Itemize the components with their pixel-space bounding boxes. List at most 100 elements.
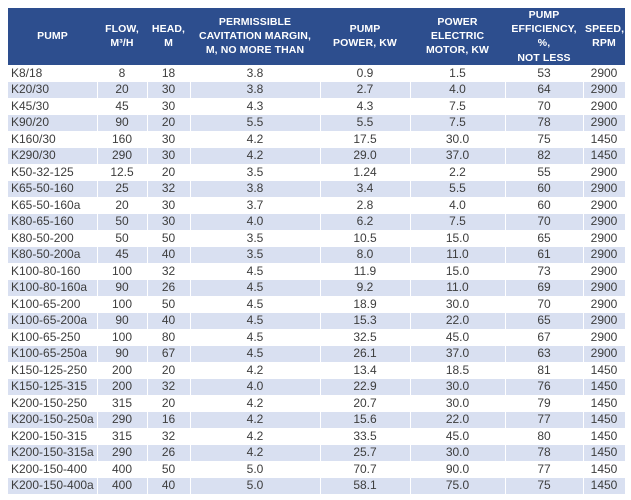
table-row: K65-50-160a 20 30 3.7 2.8 4.0 60 2900 [8,196,626,214]
table-cell: 32 [147,378,191,396]
pump-name-cell: K200-150-315 [8,427,98,445]
table-cell: 30 [147,196,191,214]
pump-name-cell: K8/18 [8,64,98,82]
table-cell: 4.2 [190,427,321,445]
table-cell: 1450 [583,477,626,494]
table-cell: 30.0 [410,394,506,412]
table-row: K160/30 160 30 4.2 17.5 30.0 75 1450 [8,130,626,148]
table-cell: 61 [505,246,584,264]
table-cell: 3.5 [190,163,321,181]
table-cell: 1450 [583,378,626,396]
table-row: K200-150-315 315 32 4.2 33.5 45.0 80 1450 [8,427,626,445]
table-row: K150-125-315 200 32 4.0 22.9 30.0 76 1450 [8,378,626,396]
table-cell: 2900 [583,295,626,313]
table-cell: 2900 [583,312,626,330]
table-cell: 45 [97,97,148,115]
table-cell: 37.0 [410,345,506,363]
table-row: K100-65-200a 90 40 4.5 15.3 22.0 65 2900 [8,312,626,330]
table-cell: 2900 [583,345,626,363]
table-cell: 16 [147,411,191,429]
table-row: K65-50-160 25 32 3.8 3.4 5.5 60 2900 [8,180,626,198]
table-cell: 75.0 [410,477,506,494]
table-cell: 11.0 [410,279,506,297]
table-cell: 17.5 [320,130,411,148]
table-cell: 4.0 [190,213,321,231]
table-cell: 90 [97,312,148,330]
table-cell: 4.2 [190,361,321,379]
table-cell: 5.0 [190,477,321,494]
table-cell: 26.1 [320,345,411,363]
table-row: K200-150-250 315 20 4.2 20.7 30.0 79 1450 [8,394,626,412]
table-cell: 18.5 [410,361,506,379]
table-cell: 45.0 [410,328,506,346]
table-cell: 1.24 [320,163,411,181]
table-cell: 13.4 [320,361,411,379]
table-cell: 15.0 [410,229,506,247]
table-cell: 400 [97,477,148,494]
table-cell: 25.7 [320,444,411,462]
table-row: K200-150-400a 400 40 5.0 58.1 75.0 75 1450 [8,477,626,494]
table-cell: 53 [505,64,584,82]
table-cell: 30.0 [410,378,506,396]
table-cell: 4.3 [190,97,321,115]
table-cell: 2900 [583,196,626,214]
table-cell: 6.2 [320,213,411,231]
table-cell: 4.2 [190,130,321,148]
table-cell: 32.5 [320,328,411,346]
table-cell: 4.5 [190,262,321,280]
pump-name-cell: K100-80-160a [8,279,98,297]
table-cell: 63 [505,345,584,363]
table-cell: 4.5 [190,345,321,363]
table-cell: 30 [147,213,191,231]
table-cell: 100 [97,295,148,313]
table-cell: 50 [97,213,148,231]
table-cell: 7.5 [410,97,506,115]
table-cell: 77 [505,411,584,429]
table-cell: 65 [505,312,584,330]
table-cell: 20 [97,81,148,99]
table-cell: 315 [97,394,148,412]
table-cell: 69 [505,279,584,297]
table-cell: 5.5 [410,180,506,198]
pump-name-cell: K80-50-200a [8,246,98,264]
table-cell: 4.5 [190,328,321,346]
table-cell: 2.8 [320,196,411,214]
table-cell: 64 [505,81,584,99]
table-cell: 4.2 [190,411,321,429]
header-row: PUMP FLOW, M³/H HEAD, M PERMISSIBLE CAVITAT… [8,8,625,66]
pump-name-cell: K65-50-160 [8,180,98,198]
table-cell: 18.9 [320,295,411,313]
table-cell: 70.7 [320,460,411,478]
table-cell: 30.0 [410,130,506,148]
table-row: K8/18 8 18 3.8 0.9 1.5 53 2900 [8,64,626,82]
column-header-5: POWER ELECTRIC MOTOR, KW [410,8,505,66]
table-cell: 80 [505,427,584,445]
pump-name-cell: K200-150-400a [8,477,98,494]
pump-name-cell: K100-65-200a [8,312,98,330]
table-cell: 30 [147,81,191,99]
table-cell: 400 [97,460,148,478]
table-cell: 18 [147,64,191,82]
table-cell: 200 [97,361,148,379]
table-cell: 5.5 [190,114,321,132]
table-cell: 22.0 [410,411,506,429]
table-row: K150-125-250 200 20 4.2 13.4 18.5 81 1450 [8,361,626,379]
table-cell: 30.0 [410,295,506,313]
table-cell: 2900 [583,328,626,346]
table-cell: 30 [147,147,191,165]
table-cell: 3.5 [190,229,321,247]
table-cell: 58.1 [320,477,411,494]
table-cell: 20 [147,361,191,379]
table-cell: 15.6 [320,411,411,429]
pump-name-cell: K65-50-160a [8,196,98,214]
table-cell: 3.8 [190,81,321,99]
pump-name-cell: K45/30 [8,97,98,115]
pump-name-cell: K200-150-250 [8,394,98,412]
table-cell: 76 [505,378,584,396]
table-cell: 37.0 [410,147,506,165]
table-cell: 5.5 [320,114,411,132]
table-cell: 4.3 [320,97,411,115]
table-header: PUMP FLOW, M³/H HEAD, M PERMISSIBLE CAVITAT… [8,8,625,66]
pump-name-cell: K200-150-400 [8,460,98,478]
